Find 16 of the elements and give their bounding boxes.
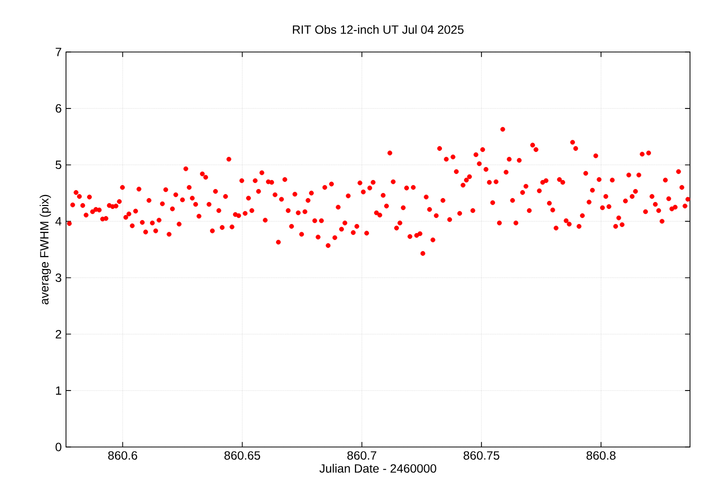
- y-tick-label: 1: [56, 386, 62, 395]
- y-tick-label: 2: [56, 330, 62, 338]
- y-tick-label: 6: [56, 104, 62, 113]
- y-tick-label: 0: [56, 442, 62, 452]
- x-tick-label: 860.7: [347, 451, 376, 460]
- x-axis-title: Julian Date - 2460000: [319, 464, 436, 473]
- y-axis-title: average FWHM (pix): [40, 194, 51, 304]
- x-tick-label: 860.65: [224, 451, 260, 460]
- y-tick-label: 5: [56, 160, 62, 170]
- y-tick-label: 4: [55, 217, 62, 226]
- x-tick-label: 860.8: [586, 451, 616, 460]
- x-tick-label: 860.75: [464, 451, 500, 460]
- y-tick-label: 7: [56, 48, 62, 56]
- x-tick-label: 860.6: [108, 451, 138, 460]
- chart-title: RIT Obs 12-inch UT Jul 04 2025: [292, 25, 464, 34]
- y-tick-label: 3: [56, 273, 62, 282]
